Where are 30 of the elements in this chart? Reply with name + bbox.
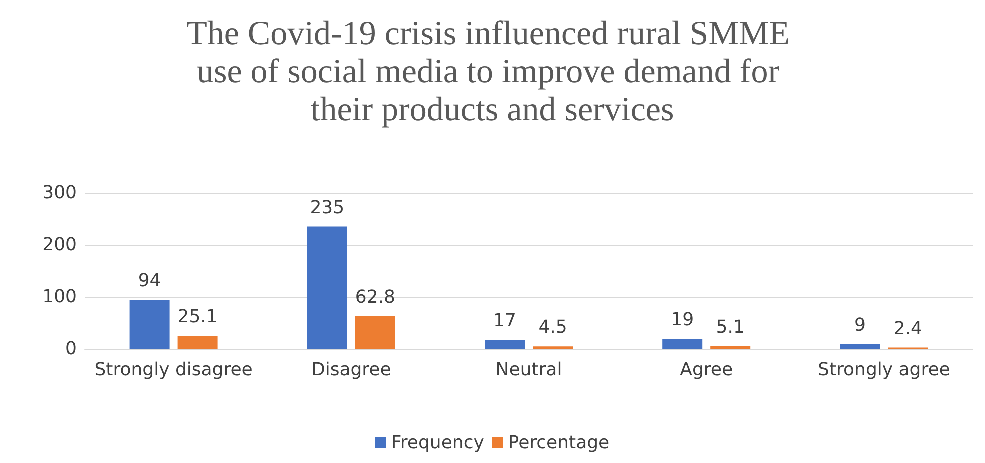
data-label: 5.1 bbox=[716, 316, 745, 338]
data-label: 94 bbox=[138, 270, 162, 292]
bar bbox=[178, 336, 218, 349]
x-tick-label: Strongly agree bbox=[818, 360, 950, 380]
data-label: 4.5 bbox=[538, 317, 568, 338]
data-label: 25.1 bbox=[178, 306, 218, 328]
bar bbox=[840, 344, 880, 349]
x-tick-label: Agree bbox=[680, 360, 734, 380]
bar bbox=[662, 339, 703, 349]
y-tick-label: 0 bbox=[66, 338, 77, 360]
data-label: 62.8 bbox=[355, 286, 396, 308]
legend-label: Frequency bbox=[391, 432, 485, 454]
data-label: 17 bbox=[494, 310, 516, 332]
chart-title: The Covid-19 crisis influenced rural SMME use of social media to improve demand for their products and services bbox=[186, 16, 798, 128]
data-label: 9 bbox=[854, 314, 866, 336]
data-label: 2.4 bbox=[894, 318, 923, 340]
bar bbox=[710, 346, 751, 349]
x-tick-label: Neutral bbox=[496, 360, 562, 380]
data-label: 235 bbox=[310, 197, 345, 218]
x-tick-label: Disagree bbox=[311, 360, 392, 380]
bar bbox=[130, 300, 170, 349]
data-label: 19 bbox=[671, 310, 694, 331]
y-tick-label: 300 bbox=[42, 182, 77, 204]
y-tick-label: 100 bbox=[42, 286, 77, 308]
bar bbox=[307, 226, 348, 349]
bar bbox=[355, 316, 396, 349]
legend-label: Percentage bbox=[508, 432, 610, 454]
bar bbox=[485, 340, 525, 349]
x-tick-label: Strongly disagree bbox=[94, 360, 253, 380]
y-tick-label: 200 bbox=[42, 234, 77, 256]
